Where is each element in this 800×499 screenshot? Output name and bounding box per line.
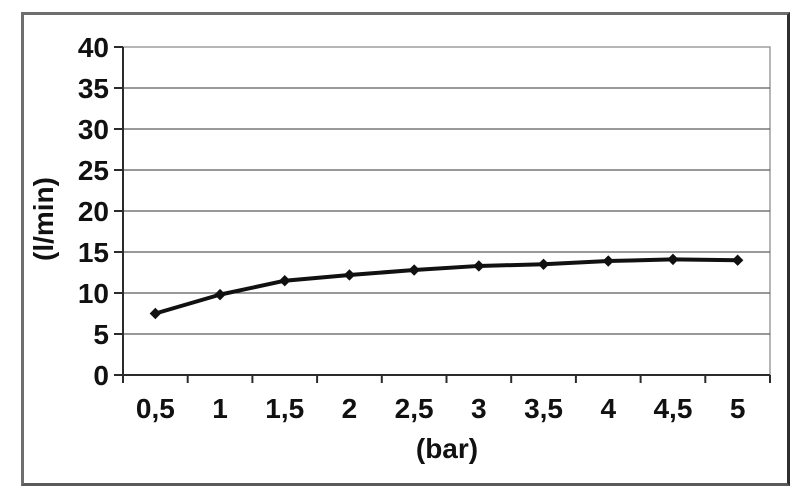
y-tick-label: 10 (78, 278, 109, 309)
x-tick-label: 1 (212, 393, 228, 424)
x-tick-label: 3 (471, 393, 487, 424)
x-tick-label: 2 (342, 393, 358, 424)
x-tick-label: 2,5 (395, 393, 434, 424)
data-point-marker (602, 255, 614, 267)
y-tick-label: 20 (78, 196, 109, 227)
y-tick-label: 40 (78, 32, 109, 63)
x-tick-label: 3,5 (524, 393, 563, 424)
data-point-marker (408, 264, 420, 276)
x-tick-label: 1,5 (265, 393, 304, 424)
y-axis-title: (l/min) (28, 177, 59, 261)
data-point-marker (343, 269, 356, 281)
x-tick-label: 4,5 (653, 393, 692, 424)
x-tick-label: 0,5 (136, 393, 175, 424)
chart-frame (21, 12, 790, 486)
y-tick-label: 5 (93, 319, 109, 350)
y-tick-label: 15 (78, 237, 109, 268)
data-point-marker (279, 274, 291, 287)
x-axis-title: (bar) (415, 433, 479, 464)
y-tick-label: 0 (93, 360, 109, 391)
data-point-marker (537, 258, 550, 271)
y-tick-label: 30 (78, 114, 109, 145)
y-tick-label: 25 (78, 155, 109, 186)
y-tick-label: 35 (78, 73, 109, 104)
data-point-marker (149, 307, 162, 320)
x-tick-label: 5 (730, 393, 746, 424)
data-point-marker (667, 253, 679, 266)
data-point-marker (214, 288, 226, 301)
data-point-marker (731, 254, 744, 266)
data-point-marker (473, 260, 485, 272)
series-line (153, 257, 740, 316)
x-tick-label: 4 (600, 393, 616, 424)
